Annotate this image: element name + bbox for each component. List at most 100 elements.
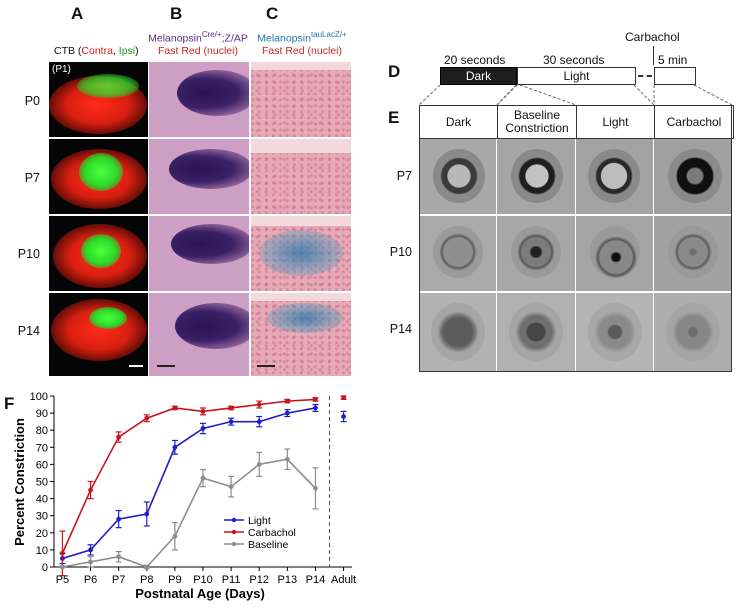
pupil-image-p14-carbachol <box>654 293 732 371</box>
pupil-row-label-p10: P10 <box>389 245 412 259</box>
alkaline-phosphatase-image-p0 <box>149 62 249 137</box>
data-point-carbachol <box>256 402 262 407</box>
col-header-carbachol: Carbachol <box>654 105 734 139</box>
data-point-carbachol <box>200 408 206 414</box>
timeline-gap-dashes <box>638 75 652 77</box>
x-tick-label: Adult <box>331 574 356 586</box>
data-point-baseline <box>172 533 178 539</box>
data-point-light <box>200 426 206 431</box>
alkaline-phosphatase-image-p14 <box>149 293 249 376</box>
x-tick-label: P14 <box>306 574 326 586</box>
label-30-seconds: 30 seconds <box>543 53 605 67</box>
y-tick-label: 70 <box>36 442 48 454</box>
data-point-baseline <box>116 554 122 560</box>
x-tick-label: P8 <box>140 574 153 586</box>
panel-b-subtitle: Fast Red (nuclei) <box>158 45 238 57</box>
lacz-image-p10 <box>251 216 351 291</box>
data-point-carbachol <box>341 395 346 401</box>
dark-bar-label: Dark <box>465 69 492 83</box>
legend-marker-baseline <box>231 541 237 547</box>
panel-a-header: CTB (Contra, Ipsi) <box>54 45 150 57</box>
pupil-image-p14-baseline <box>497 293 575 371</box>
x-tick-label: P9 <box>168 574 181 586</box>
pupil-row-label-p14: P14 <box>389 322 412 336</box>
header-close: ) <box>135 45 139 57</box>
light-period-bar: Light <box>517 67 636 85</box>
b-title-tail: ;Z/AP <box>221 32 248 45</box>
scale-bar-b <box>157 365 175 367</box>
pupil-image-p10-carbachol <box>654 216 732 291</box>
data-point-baseline <box>284 456 290 462</box>
constriction-chart: Percent Constriction Postnatal Age (Days… <box>12 391 356 601</box>
data-point-carbachol <box>116 434 122 440</box>
legend-marker-carbachol <box>231 529 237 535</box>
lacz-image-p14 <box>251 293 351 376</box>
fluorescence-image-p7 <box>49 139 148 214</box>
scale-bar-a <box>129 365 143 367</box>
pupil-row-label-p7: P7 <box>396 169 412 183</box>
y-tick-label: 40 <box>36 494 48 506</box>
panel-letter-b: B <box>170 4 183 23</box>
data-point-light <box>284 410 290 416</box>
fluorescence-image-p14 <box>49 293 148 376</box>
series-line-baseline <box>62 458 317 568</box>
x-tick-label: P13 <box>278 574 298 586</box>
age-label-p0: P0 <box>24 94 40 108</box>
x-tick-label: P10 <box>193 574 213 586</box>
x-tick-label: P12 <box>249 574 269 586</box>
y-tick-label: 80 <box>36 425 48 437</box>
ipsi-label: Ipsi <box>118 45 136 57</box>
alkaline-phosphatase-image-p7 <box>149 139 249 214</box>
age-label-p10: P10 <box>17 247 40 261</box>
p1-inset-label: (P1) <box>52 64 71 75</box>
pupil-image-p14-dark <box>419 293 496 371</box>
col-header-baseline: Baseline Constriction <box>497 105 577 139</box>
chart-xlabel: Postnatal Age (Days) <box>135 586 265 601</box>
y-tick-label: 20 <box>36 528 48 540</box>
x-tick-label: P6 <box>84 574 97 586</box>
age-label-p7: P7 <box>24 171 40 185</box>
panel-letter-f: F <box>4 394 15 413</box>
alkaline-phosphatase-image-p10 <box>149 216 249 291</box>
y-tick-label: 60 <box>36 459 48 471</box>
x-tick-label: P5 <box>56 574 69 586</box>
y-tick-label: 10 <box>36 545 48 557</box>
y-tick-label: 0 <box>42 562 48 574</box>
pupil-image-p10-light <box>576 216 653 291</box>
x-tick-label: P11 <box>222 574 241 586</box>
col-header-dark: Dark <box>419 105 498 139</box>
y-tick-label: 90 <box>36 408 48 420</box>
x-tick-label: P7 <box>112 574 125 586</box>
data-point-baseline <box>60 564 65 570</box>
panel-letter-e: E <box>388 108 400 127</box>
data-point-carbachol <box>284 398 290 404</box>
pupil-image-p7-baseline <box>497 139 575 214</box>
b-title-base: Melanopsin <box>148 32 202 45</box>
data-point-light <box>341 414 346 419</box>
data-point-light <box>88 547 93 553</box>
data-point-baseline <box>88 559 93 565</box>
data-point-carbachol <box>144 415 150 421</box>
data-point-baseline <box>144 564 150 570</box>
panel-letter-c: C <box>266 4 279 23</box>
legend-label-carbachol: Carbachol <box>248 527 296 539</box>
series-line-carbachol <box>61 398 316 554</box>
pupil-image-p10-dark <box>419 216 496 291</box>
legend-label-light: Light <box>248 515 271 527</box>
fluorescence-image-p10 <box>49 216 148 291</box>
series-line-light <box>62 407 316 560</box>
legend-label-baseline: Baseline <box>248 539 288 551</box>
data-point-light <box>313 405 318 411</box>
carbachol-period-bar <box>654 67 696 85</box>
data-point-baseline <box>228 484 234 490</box>
panel-c-title: MelanopsintauLacZ/+ <box>252 30 352 45</box>
panel-c-subtitle: Fast Red (nuclei) <box>262 45 342 57</box>
y-tick-label: 30 <box>36 511 48 523</box>
lacz-image-p0 <box>251 62 351 137</box>
pupil-image-p7-dark <box>419 139 496 214</box>
data-point-carbachol <box>60 550 65 556</box>
header-separator: , <box>112 45 119 57</box>
c-title-sup: tauLacZ/+ <box>310 30 347 39</box>
y-tick-label: 50 <box>36 477 48 489</box>
pupil-image-p14-light <box>576 293 653 371</box>
